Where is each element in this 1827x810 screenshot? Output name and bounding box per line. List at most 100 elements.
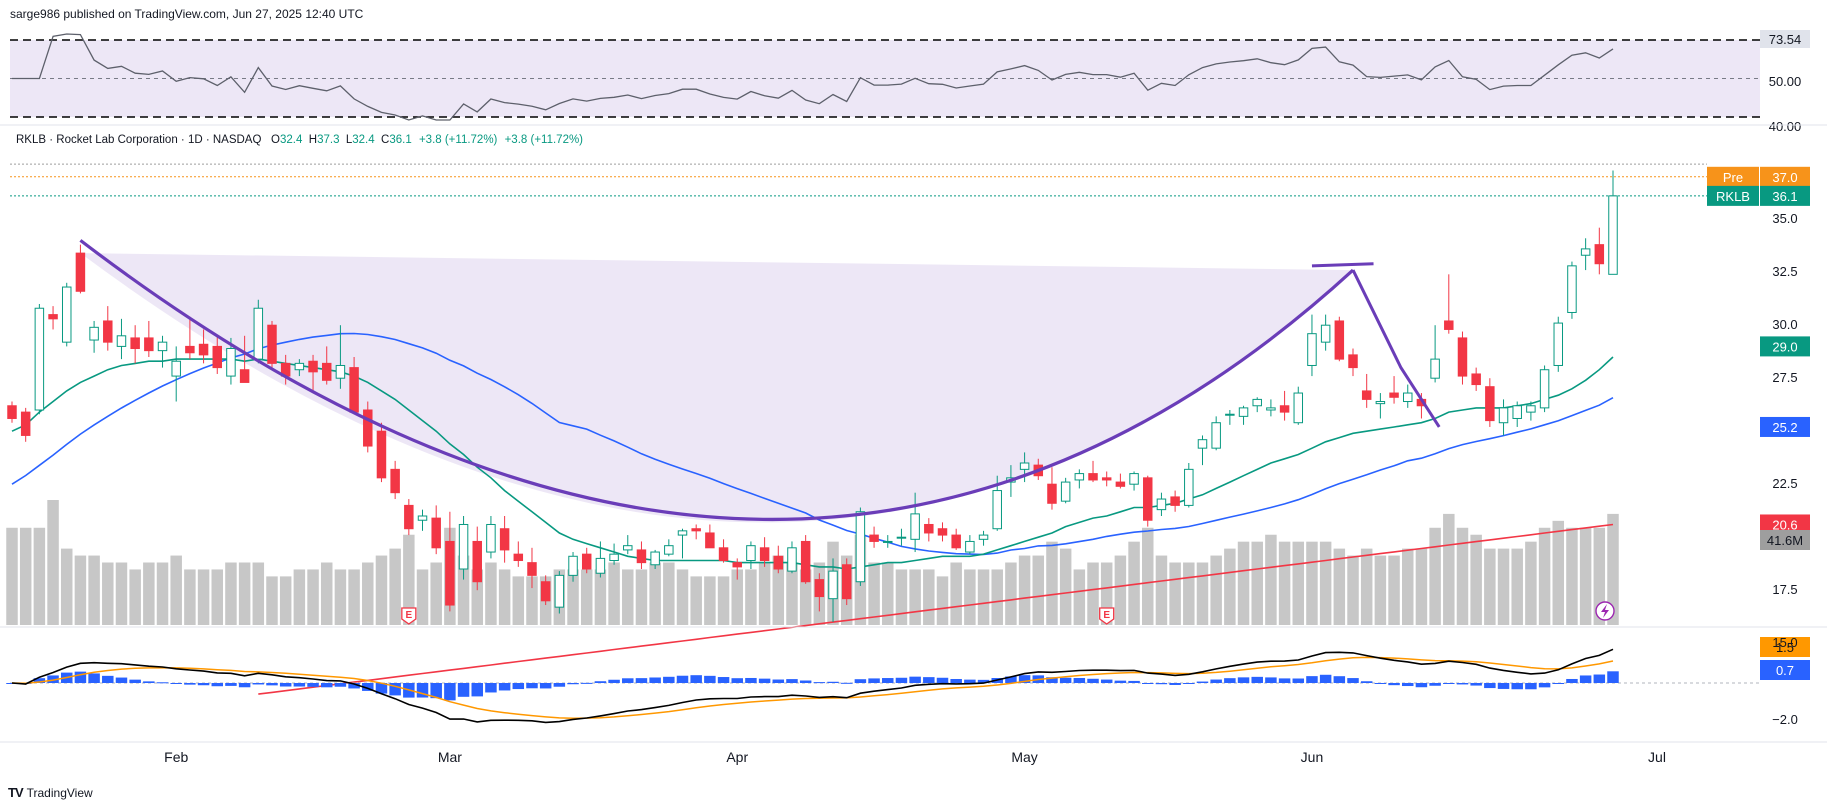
macd-hist-bar: [74, 671, 87, 683]
macd-badge-value: 1.5: [1776, 640, 1794, 655]
macd-hist-bar: [1456, 683, 1469, 685]
candle: [89, 320, 99, 353]
macd-hist-bar: [1046, 677, 1058, 683]
candle: [527, 547, 537, 589]
candle: [1101, 471, 1112, 487]
candle-body: [705, 532, 715, 549]
volume-bar: [102, 562, 114, 625]
handle-drop-line: [1351, 269, 1441, 428]
candle: [1444, 274, 1454, 334]
candle: [486, 516, 496, 559]
close-value: 36.1: [389, 134, 412, 146]
macd-hist-bar: [936, 677, 949, 683]
candle: [691, 524, 701, 540]
candle: [1197, 435, 1208, 466]
tradingview-footer[interactable]: TV TradingView: [8, 785, 93, 800]
volume-bar: [717, 576, 730, 625]
volume-bar: [1484, 548, 1496, 625]
volume-bar: [1429, 527, 1441, 625]
candle-body: [787, 547, 797, 572]
symbol-legend: RKLB · Rocket Lab Corporation · 1D · NAS…: [16, 134, 583, 146]
candle-body: [951, 534, 961, 549]
price-badge: 25.2: [1760, 416, 1810, 437]
candle-body: [321, 362, 332, 381]
macd-hist-bar: [156, 682, 169, 684]
volume-bar: [6, 527, 18, 625]
candle-body: [1526, 405, 1536, 413]
volume-bar: [1456, 527, 1469, 625]
close-label: C: [381, 134, 390, 146]
macd-hist-bar: [375, 683, 388, 694]
candle: [773, 545, 784, 574]
volume-bar: [799, 569, 812, 625]
candle-body: [1170, 496, 1180, 506]
candle-body: [472, 540, 482, 583]
macd-hist-bar: [1579, 675, 1592, 683]
volume-bar: [923, 569, 935, 625]
candle: [253, 299, 264, 364]
candle: [1211, 416, 1221, 451]
candle: [841, 558, 852, 606]
volume-bar: [950, 562, 962, 625]
macd-hist-bar: [840, 682, 853, 684]
candle-body: [376, 430, 387, 479]
volume-bar: [1210, 555, 1222, 625]
candle-body: [595, 557, 606, 574]
macd-badge: 1.5: [1760, 637, 1810, 657]
volume-bar: [1005, 562, 1017, 625]
candle-body: [513, 553, 524, 562]
macd-tick-label: −2.0: [1772, 712, 1798, 727]
price-tick-label: 27.5: [1772, 370, 1797, 385]
volume-bar: [238, 562, 251, 625]
macd-hist-bar: [1005, 676, 1017, 683]
candle-body: [773, 555, 784, 570]
volume-bar: [47, 500, 59, 625]
macd-hist-bar: [444, 683, 456, 701]
volume-bar: [320, 562, 333, 625]
candle: [1115, 473, 1126, 489]
macd-hist-bar: [717, 677, 730, 683]
macd-hist-bar: [745, 677, 757, 683]
macd-hist-bar: [1114, 680, 1127, 683]
candle: [185, 316, 195, 360]
candle-body: [1361, 390, 1372, 400]
macd-hist-bar: [594, 681, 607, 683]
candle: [965, 535, 975, 555]
macd-hist-bar: [1224, 678, 1236, 683]
rsi-50-label: 50.00: [1769, 74, 1802, 89]
candle: [417, 509, 428, 531]
earnings-letter: E: [1103, 610, 1110, 621]
candle-body: [623, 545, 633, 551]
candle-body: [1129, 473, 1139, 485]
macd-hist-bar: [580, 682, 593, 684]
macd-hist-bar: [813, 682, 826, 684]
candle-body: [540, 581, 551, 602]
macd-hist-bar: [348, 683, 360, 689]
price-tick-label: 30.0: [1772, 317, 1797, 332]
macd-hist-bar: [1415, 683, 1428, 688]
candle-body: [212, 345, 222, 369]
high-value: 37.3: [317, 134, 340, 146]
time-axis-label: Apr: [726, 749, 748, 765]
candle: [1334, 316, 1345, 362]
volume-bar: [1566, 527, 1578, 625]
candle: [445, 511, 455, 612]
candle: [1348, 348, 1358, 377]
candle-body: [157, 341, 168, 352]
badge-value-bg: [1760, 530, 1810, 550]
candle-body: [636, 549, 647, 564]
volume-bar: [1333, 548, 1346, 625]
candle-body: [1471, 373, 1481, 386]
volume-bar: [266, 576, 278, 625]
price-tick-label: 32.5: [1772, 264, 1797, 279]
volume-bar: [1128, 541, 1140, 625]
volume-bar: [704, 576, 716, 625]
price-tick-label: 17.5: [1772, 582, 1797, 597]
macd-hist-bar: [567, 683, 579, 685]
candle: [1594, 227, 1605, 275]
candle: [1553, 316, 1564, 372]
candle-body: [1225, 413, 1235, 416]
candle: [746, 541, 756, 569]
macd-hist-bar: [389, 683, 401, 696]
candle: [75, 244, 86, 294]
